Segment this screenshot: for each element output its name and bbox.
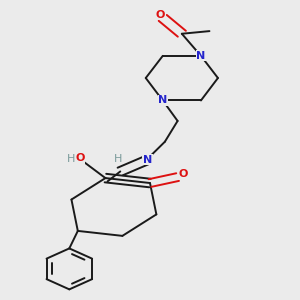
Text: O: O (179, 169, 188, 179)
Text: O: O (156, 10, 165, 20)
Text: N: N (143, 155, 152, 165)
Text: N: N (196, 51, 206, 61)
Text: H: H (114, 154, 122, 164)
Text: O: O (75, 153, 85, 163)
Text: N: N (158, 95, 167, 106)
Text: H: H (67, 154, 76, 164)
